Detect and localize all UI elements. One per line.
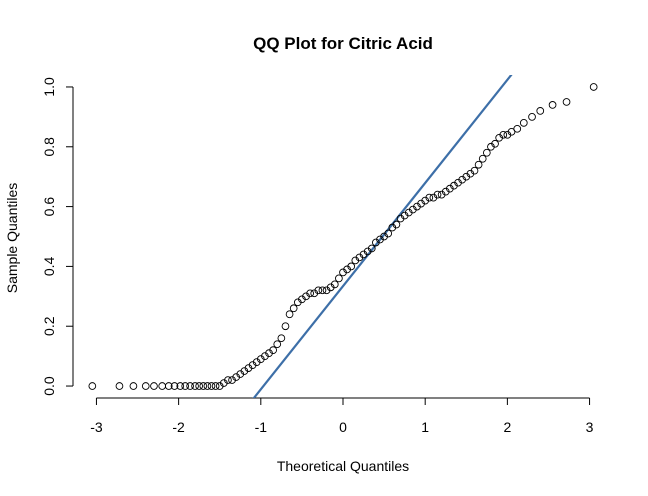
data-point (277, 334, 286, 343)
data-point (536, 107, 545, 115)
data-point (314, 286, 323, 295)
data-point (478, 154, 487, 163)
x-tick-label: -2 (172, 419, 185, 435)
data-point (482, 148, 491, 157)
x-axis: -3 -2 -1 0 1 2 3 (90, 397, 594, 435)
data-point (519, 119, 528, 127)
chart-title: QQ Plot for Citric Acid (253, 34, 433, 53)
data-point (562, 98, 571, 106)
data-point (347, 262, 356, 271)
data-point (211, 382, 220, 390)
data-point (186, 382, 194, 390)
data-point (150, 382, 158, 390)
data-point (589, 83, 598, 91)
data-point (164, 382, 173, 390)
data-point (191, 382, 199, 390)
data-point (158, 382, 167, 390)
data-point (281, 322, 290, 331)
x-tick-label: 1 (421, 419, 429, 435)
data-point (491, 139, 499, 148)
data-point (199, 382, 208, 390)
data-point (548, 101, 557, 109)
x-tick-label: -1 (255, 419, 268, 435)
qq-reference-line (252, 75, 513, 398)
y-axis-label: Sample Quantiles (4, 183, 20, 294)
y-tick-label: 0.0 (41, 376, 57, 396)
data-point (88, 382, 97, 390)
data-point (207, 382, 216, 390)
data-point (367, 244, 376, 253)
reference-line-group (252, 75, 513, 398)
data-point (335, 274, 343, 283)
data-point (176, 382, 185, 390)
y-axis: 0.0 0.2 0.4 0.6 0.8 1.0 (41, 77, 74, 396)
data-point (269, 346, 277, 354)
data-points (88, 83, 598, 390)
data-point (384, 229, 393, 238)
data-point (470, 166, 479, 175)
x-tick-label: 2 (503, 419, 511, 435)
data-point (224, 376, 232, 384)
data-point (285, 310, 294, 319)
data-point (170, 382, 179, 390)
y-tick-label: 0.8 (41, 137, 57, 157)
y-tick-label: 0.2 (41, 316, 57, 336)
data-point (203, 382, 212, 390)
y-tick-label: 0.6 (41, 197, 57, 217)
x-axis-label: Theoretical Quantiles (277, 458, 409, 474)
data-point (528, 113, 536, 121)
data-point (195, 382, 204, 390)
y-tick-label: 1.0 (41, 77, 57, 97)
x-tick-label: 3 (586, 419, 594, 435)
y-tick-label: 0.4 (41, 256, 57, 276)
data-point (273, 340, 282, 349)
data-point (433, 190, 442, 199)
data-point (141, 382, 150, 390)
data-point (392, 220, 401, 229)
data-point (306, 289, 314, 298)
data-point (129, 382, 138, 390)
data-point (181, 382, 190, 390)
data-point (513, 124, 522, 133)
data-point (115, 382, 124, 390)
x-tick-label: 0 (339, 419, 347, 435)
data-point (425, 193, 434, 202)
data-point (499, 130, 508, 139)
data-point (318, 286, 327, 295)
data-point (330, 280, 339, 289)
data-point (474, 160, 483, 169)
data-point (289, 304, 298, 313)
x-tick-label: -3 (90, 419, 103, 435)
